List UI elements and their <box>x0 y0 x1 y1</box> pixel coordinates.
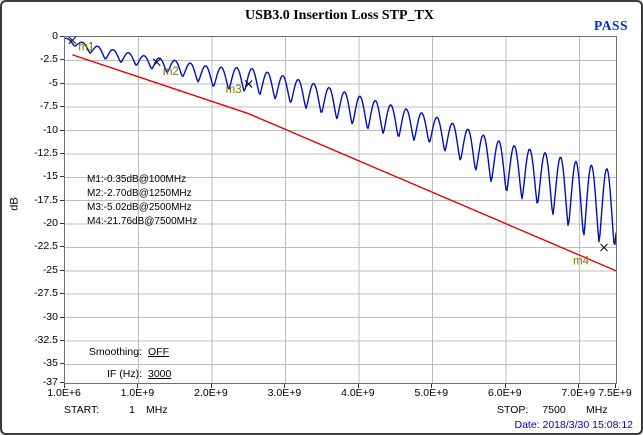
start-label: START: <box>64 404 100 416</box>
x-tick-mark <box>431 384 433 388</box>
marker-m1[interactable]: m1 <box>68 37 94 53</box>
y-tick-label: -22.5 <box>34 240 58 253</box>
x-tick-label: 2.0E+9 <box>194 387 228 399</box>
smoothing-label: Smoothing: <box>88 346 142 358</box>
marker-label: m4 <box>573 255 590 267</box>
stop-value[interactable]: 7500 <box>542 404 566 416</box>
marker-readout-line: M2:-2.70dB@1250MHz <box>87 188 192 199</box>
limit-line-trace <box>72 54 616 272</box>
y-tick-label: -20 <box>42 217 58 230</box>
y-tick-mark <box>60 176 64 178</box>
y-tick-mark <box>60 223 64 225</box>
marker-m2[interactable]: m2 <box>152 58 179 79</box>
x-tick-label: 1.0E+9 <box>120 387 155 399</box>
y-tick-mark <box>60 199 64 201</box>
y-tick-mark <box>60 316 64 318</box>
x-tick-mark <box>284 384 286 388</box>
x-tick-mark <box>357 384 359 388</box>
stop-unit: MHz <box>586 404 608 416</box>
x-tick-mark <box>615 384 616 388</box>
y-tick-label: -37 <box>42 376 58 388</box>
measured-trace <box>65 37 616 245</box>
marker-label: m1 <box>78 41 94 53</box>
y-tick-label: 0 <box>52 30 58 42</box>
x-tick-label: 7.5E+9 <box>598 387 632 399</box>
x-tick-mark <box>578 384 580 388</box>
y-tick-label: -7.5 <box>39 100 58 113</box>
x-tick-label: 4.0E+9 <box>341 387 375 399</box>
marker-readout-line: M4:-21.76dB@7500MHz <box>87 216 198 227</box>
chart-canvas: m1 m2 m3 m4 <box>65 37 616 383</box>
y-tick-label: -12.5 <box>34 146 58 159</box>
y-tick-mark <box>60 382 64 383</box>
y-tick-label: -2.5 <box>39 53 58 66</box>
y-tick-mark <box>60 152 64 154</box>
plot-area: m1 m2 m3 m4 <box>64 36 617 384</box>
marker-readout-line: M3:-5.02dB@2500MHz <box>87 202 192 213</box>
date-stamp: Date: 2018/3/30 15:08:12 <box>514 419 633 431</box>
stop-label: STOP: <box>497 404 529 416</box>
marker-m4[interactable]: m4 <box>573 243 608 268</box>
pass-status-badge: PASS <box>593 18 628 33</box>
marker-readout: M1:-0.35dB@100MHz M2:-2.70dB@1250MHz M3:… <box>87 173 197 229</box>
y-tick-mark <box>60 293 64 295</box>
x-tick-mark <box>504 384 506 388</box>
y-tick-label: -17.5 <box>34 193 58 206</box>
y-tick-mark <box>60 82 64 84</box>
page-title: USB3.0 Insertion Loss STP_TX <box>244 8 435 23</box>
y-tick-label: -15 <box>42 170 58 183</box>
x-tick-mark <box>64 384 66 388</box>
marker-cross-icon <box>600 243 608 252</box>
y-tick-mark <box>60 106 64 108</box>
y-tick-label: -10 <box>42 123 58 136</box>
x-tick-label: 6.0E+9 <box>488 387 522 399</box>
x-tick-mark <box>137 384 139 388</box>
y-tick-label: -32.5 <box>34 333 58 346</box>
y-tick-mark <box>60 36 64 37</box>
if-bandwidth-value[interactable]: 3000 <box>148 368 172 380</box>
marker-cross-icon <box>244 80 253 88</box>
marker-readout-line: M1:-0.35dB@100MHz <box>87 174 187 185</box>
x-tick-label: 7.0E+9 <box>561 387 596 399</box>
x-tick-label: 3.0E+9 <box>267 387 302 399</box>
y-tick-mark <box>60 129 64 131</box>
marker-label: m2 <box>163 66 179 78</box>
start-unit: MHz <box>146 404 168 416</box>
y-tick-label: -25 <box>42 263 58 276</box>
y-tick-mark <box>60 246 64 248</box>
x-tick-label: 1.0E+6 <box>47 387 81 399</box>
marker-label: m3 <box>226 84 242 96</box>
y-tick-label: -35 <box>42 357 58 370</box>
y-tick-label: -27.5 <box>34 287 58 300</box>
x-tick-mark <box>210 384 212 388</box>
y-tick-mark <box>60 59 64 61</box>
y-tick-mark <box>60 269 64 271</box>
y-tick-label: -5 <box>48 76 58 89</box>
start-value[interactable]: 1 <box>129 404 135 416</box>
if-bandwidth-label: IF (Hz): <box>107 368 142 380</box>
marker-cross-icon <box>152 58 161 67</box>
marker-m3[interactable]: m3 <box>226 80 253 96</box>
x-tick-label: 5.0E+9 <box>414 387 449 399</box>
marker-cross-icon <box>68 37 77 45</box>
y-tick-mark <box>60 339 64 341</box>
y-tick-mark <box>60 363 64 365</box>
smoothing-value[interactable]: OFF <box>148 346 169 358</box>
y-tick-label: -30 <box>42 310 58 323</box>
